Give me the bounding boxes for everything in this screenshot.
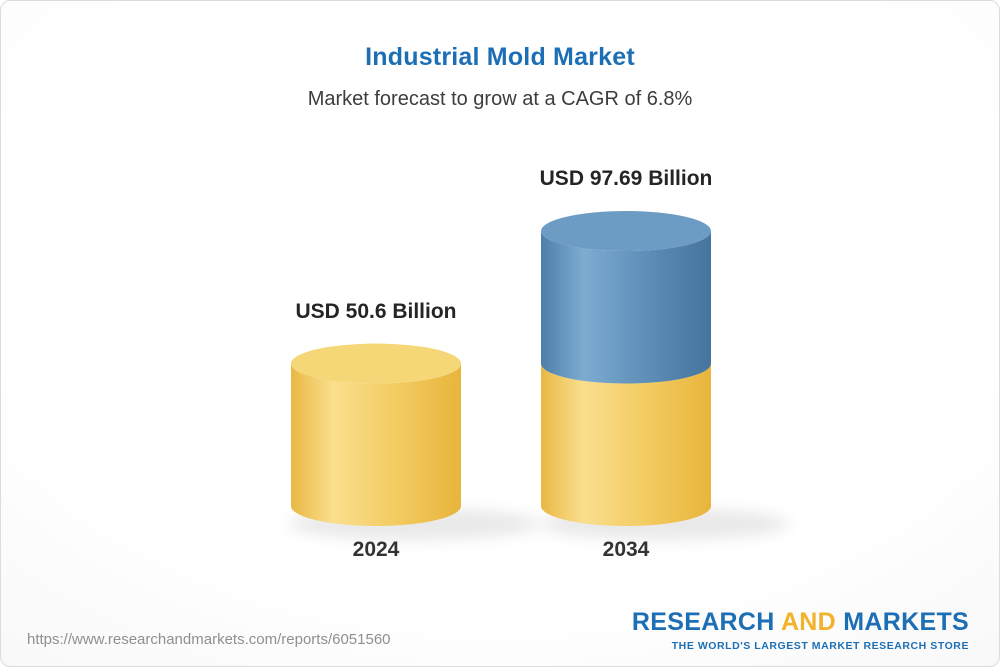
logo-tagline: THE WORLD'S LARGEST MARKET RESEARCH STOR…: [671, 640, 969, 652]
page-subtitle: Market forecast to grow at a CAGR of 6.8…: [307, 88, 693, 110]
research-and-markets-logo: RESEARCH AND MARKETS THE WORLD'S LARGEST…: [632, 608, 969, 652]
cylinder-top-cap: [541, 211, 711, 251]
cylinder-segment-gold: [291, 363, 461, 526]
cylinder-top-cap: [291, 343, 461, 384]
logo-word-research: RESEARCH: [631, 608, 775, 636]
logo-word-and: AND: [780, 608, 837, 636]
logo-wordmark: RESEARCH AND MARKETS: [632, 608, 969, 637]
logo-word-markets: MARKETS: [843, 608, 969, 636]
cylinder-segment-gold: [541, 363, 711, 526]
report-url: https://www.researchandmarkets.com/repor…: [27, 631, 391, 648]
cylinder-segment-blue: [541, 231, 711, 384]
page-title: Industrial Mold Market: [365, 43, 635, 71]
